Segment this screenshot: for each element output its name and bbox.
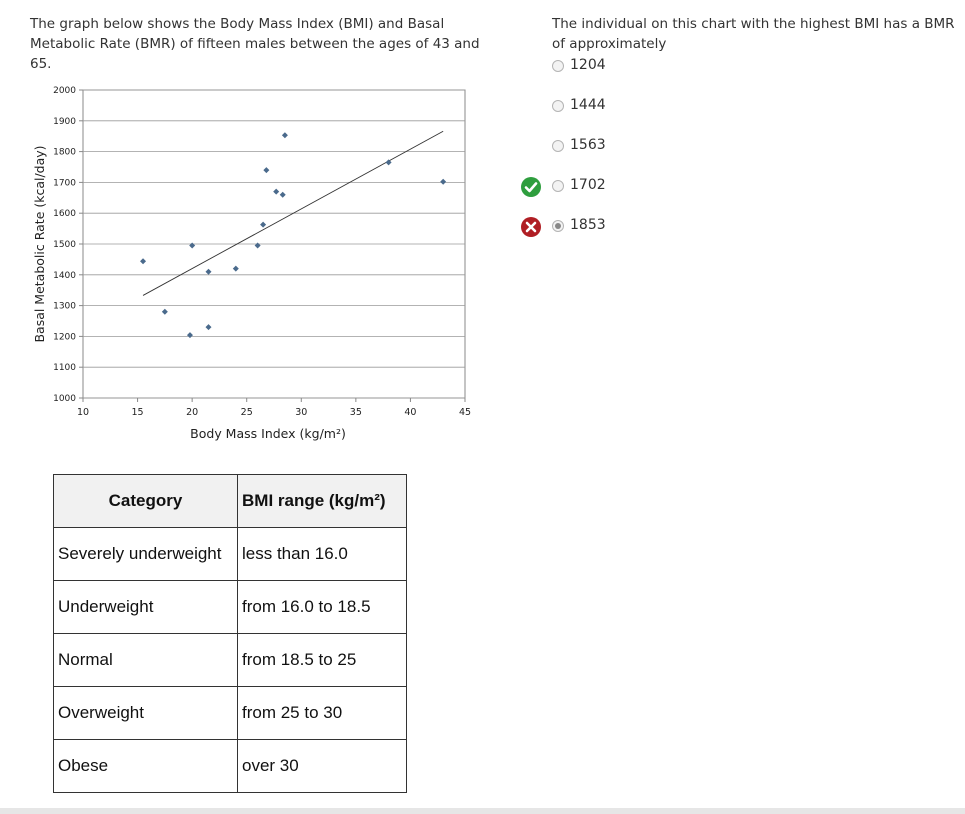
option-1204[interactable]: 1204	[520, 56, 720, 78]
x-tick-label: 40	[404, 407, 416, 418]
x-tick-label: 35	[350, 407, 362, 418]
correct-check-icon	[521, 177, 541, 197]
column-header-bmi-range: BMI range (kg/m²)	[237, 474, 407, 528]
option-1444[interactable]: 1444	[520, 96, 720, 118]
option-label: 1204	[570, 57, 606, 73]
table-cell: Severely underweight	[53, 527, 238, 581]
radio-button[interactable]	[552, 140, 564, 152]
scatter-chart: 1000 1100 1200 1300 1400 1500 1600 1700 1800 1900…	[32, 86, 471, 441]
data-point	[205, 324, 212, 331]
column-header-category: Category	[53, 474, 238, 528]
option-1853[interactable]: 1853	[520, 216, 720, 238]
x-tick-labels: 10 15 20 25 30 35 40 45	[77, 407, 471, 418]
y-tick-label: 2000	[53, 86, 76, 96]
table-cell: Normal	[53, 633, 238, 687]
y-tick-label: 1700	[53, 178, 76, 188]
question-text: The individual on this chart with the hi…	[552, 16, 955, 52]
y-tick-label: 1300	[53, 302, 76, 312]
y-tick-label: 1500	[53, 240, 76, 250]
data-point	[281, 132, 288, 139]
incorrect-x-icon	[521, 217, 541, 237]
data-points	[140, 132, 447, 339]
data-point	[161, 308, 168, 315]
table-row: Obese over 30	[53, 739, 407, 793]
table-cell: Overweight	[53, 686, 238, 740]
x-tick-label: 30	[295, 407, 307, 418]
y-tick-label: 1800	[53, 148, 76, 158]
option-label: 1853	[570, 217, 606, 233]
x-tick-label: 25	[241, 407, 253, 418]
option-1702[interactable]: 1702	[520, 176, 720, 198]
data-point	[385, 159, 392, 166]
radio-button[interactable]	[552, 180, 564, 192]
data-point	[140, 258, 147, 265]
option-1563[interactable]: 1563	[520, 136, 720, 158]
table-cell: Obese	[53, 739, 238, 793]
table-cell: Underweight	[53, 580, 238, 634]
data-point	[186, 332, 193, 339]
y-tick-label: 1400	[53, 271, 76, 281]
data-point	[279, 191, 286, 198]
data-point	[189, 242, 196, 249]
table-row: Normal from 18.5 to 25	[53, 633, 407, 687]
data-point	[440, 178, 447, 185]
table-cell: from 16.0 to 18.5	[237, 580, 407, 634]
x-tick-label: 20	[186, 407, 198, 418]
radio-button[interactable]	[552, 100, 564, 112]
radio-button[interactable]	[552, 60, 564, 72]
y-tick-label: 1900	[53, 117, 76, 127]
x-tick-label: 15	[132, 407, 144, 418]
data-point	[263, 167, 270, 174]
answer-options: 1204 1444 1563 1702 1853	[520, 0, 720, 260]
table-cell: from 25 to 30	[237, 686, 407, 740]
x-tick-label: 10	[77, 407, 89, 418]
data-point	[254, 242, 261, 249]
table-row: Underweight from 16.0 to 18.5	[53, 580, 407, 634]
data-point	[273, 188, 280, 195]
table-cell: less than 16.0	[237, 527, 407, 581]
data-point	[205, 268, 212, 275]
y-tick-label: 1000	[53, 394, 76, 404]
trendline	[142, 130, 444, 296]
option-label: 1563	[570, 137, 606, 153]
data-point	[232, 265, 239, 272]
data-point	[260, 221, 267, 228]
x-axis-label: Body Mass Index (kg/m²)	[190, 426, 346, 441]
radio-button-selected[interactable]	[552, 220, 564, 232]
table-row: Severely underweight less than 16.0	[53, 527, 407, 581]
intro-text: The graph below shows the Body Mass Inde…	[30, 16, 480, 72]
option-label: 1444	[570, 97, 606, 113]
y-tick-label: 1100	[53, 363, 76, 373]
gridlines	[79, 89, 466, 402]
table-header-row: Category BMI range (kg/m²)	[53, 474, 407, 528]
table-row: Overweight from 25 to 30	[53, 686, 407, 740]
y-tick-label: 1600	[53, 209, 76, 219]
x-tick-label: 45	[459, 407, 471, 418]
table-cell: from 18.5 to 25	[237, 633, 407, 687]
bmi-category-table: Category BMI range (kg/m²) Severely unde…	[53, 474, 407, 793]
y-tick-label: 1200	[53, 332, 76, 342]
bottom-divider	[0, 808, 965, 814]
y-tick-labels: 1000 1100 1200 1300 1400 1500 1600 1700 1800 1900…	[53, 86, 76, 404]
table-cell: over 30	[237, 739, 407, 793]
option-label: 1702	[570, 177, 606, 193]
y-axis-label: Basal Metabolic Rate (kcal/day)	[32, 145, 47, 342]
